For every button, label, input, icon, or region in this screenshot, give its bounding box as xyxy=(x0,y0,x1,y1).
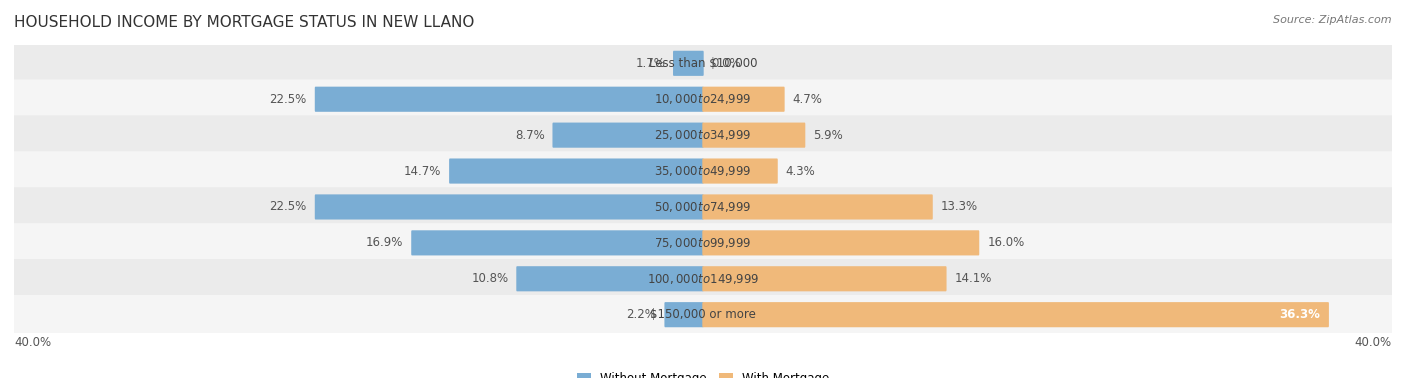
Text: 0.0%: 0.0% xyxy=(711,57,741,70)
FancyBboxPatch shape xyxy=(553,122,703,148)
Text: Source: ZipAtlas.com: Source: ZipAtlas.com xyxy=(1274,15,1392,25)
FancyBboxPatch shape xyxy=(703,230,979,256)
Text: 14.7%: 14.7% xyxy=(404,164,441,178)
FancyBboxPatch shape xyxy=(0,43,1406,83)
FancyBboxPatch shape xyxy=(703,266,946,291)
Text: $150,000 or more: $150,000 or more xyxy=(650,308,756,321)
Text: 22.5%: 22.5% xyxy=(270,93,307,106)
Text: 8.7%: 8.7% xyxy=(515,129,544,142)
Text: 4.7%: 4.7% xyxy=(793,93,823,106)
FancyBboxPatch shape xyxy=(0,259,1406,299)
FancyBboxPatch shape xyxy=(703,122,806,148)
FancyBboxPatch shape xyxy=(516,266,703,291)
FancyBboxPatch shape xyxy=(703,158,778,184)
Text: 16.0%: 16.0% xyxy=(987,236,1025,249)
Text: 40.0%: 40.0% xyxy=(14,336,51,349)
Text: 13.3%: 13.3% xyxy=(941,200,977,214)
FancyBboxPatch shape xyxy=(0,115,1406,155)
FancyBboxPatch shape xyxy=(411,230,703,256)
FancyBboxPatch shape xyxy=(0,187,1406,227)
Text: 2.2%: 2.2% xyxy=(627,308,657,321)
FancyBboxPatch shape xyxy=(449,158,703,184)
FancyBboxPatch shape xyxy=(703,302,1329,327)
FancyBboxPatch shape xyxy=(0,223,1406,263)
Text: 10.8%: 10.8% xyxy=(471,272,509,285)
FancyBboxPatch shape xyxy=(665,302,703,327)
Text: Less than $10,000: Less than $10,000 xyxy=(648,57,758,70)
FancyBboxPatch shape xyxy=(703,194,932,220)
Text: $50,000 to $74,999: $50,000 to $74,999 xyxy=(654,200,752,214)
Text: HOUSEHOLD INCOME BY MORTGAGE STATUS IN NEW LLANO: HOUSEHOLD INCOME BY MORTGAGE STATUS IN N… xyxy=(14,15,474,30)
FancyBboxPatch shape xyxy=(315,194,703,220)
Text: $35,000 to $49,999: $35,000 to $49,999 xyxy=(654,164,752,178)
FancyBboxPatch shape xyxy=(0,295,1406,335)
Text: $75,000 to $99,999: $75,000 to $99,999 xyxy=(654,236,752,250)
FancyBboxPatch shape xyxy=(315,87,703,112)
Text: 1.7%: 1.7% xyxy=(636,57,665,70)
Legend: Without Mortgage, With Mortgage: Without Mortgage, With Mortgage xyxy=(572,367,834,378)
Text: 14.1%: 14.1% xyxy=(955,272,991,285)
FancyBboxPatch shape xyxy=(0,79,1406,119)
Text: 36.3%: 36.3% xyxy=(1278,308,1320,321)
Text: 40.0%: 40.0% xyxy=(1355,336,1392,349)
Text: 22.5%: 22.5% xyxy=(270,200,307,214)
Text: 16.9%: 16.9% xyxy=(366,236,404,249)
Text: $10,000 to $24,999: $10,000 to $24,999 xyxy=(654,92,752,106)
FancyBboxPatch shape xyxy=(673,51,703,76)
Text: $100,000 to $149,999: $100,000 to $149,999 xyxy=(647,272,759,286)
Text: $25,000 to $34,999: $25,000 to $34,999 xyxy=(654,128,752,142)
FancyBboxPatch shape xyxy=(703,87,785,112)
Text: 5.9%: 5.9% xyxy=(813,129,844,142)
FancyBboxPatch shape xyxy=(0,151,1406,191)
Text: 4.3%: 4.3% xyxy=(786,164,815,178)
